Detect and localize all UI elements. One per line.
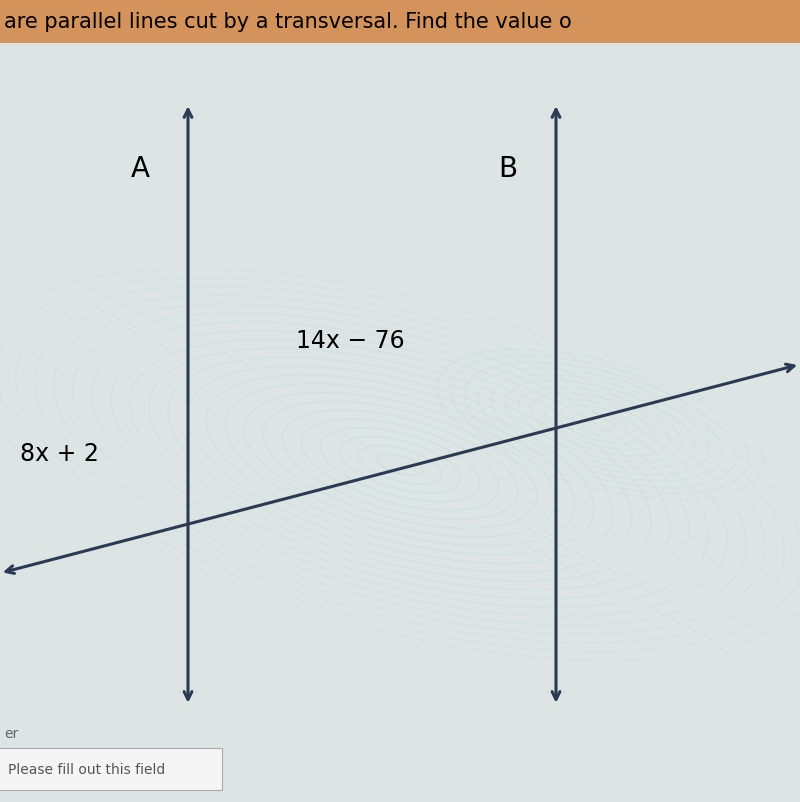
- Text: Please fill out this field: Please fill out this field: [8, 762, 166, 776]
- Text: B: B: [498, 155, 518, 182]
- Bar: [0, 0, 800, 44]
- Text: are parallel lines cut by a transversal. Find the value o: are parallel lines cut by a transversal.…: [4, 12, 572, 32]
- Text: er: er: [4, 727, 18, 740]
- FancyBboxPatch shape: [0, 748, 222, 790]
- Text: 8x + 2: 8x + 2: [20, 441, 99, 465]
- Text: 14x − 76: 14x − 76: [296, 329, 405, 353]
- Text: A: A: [130, 155, 150, 182]
